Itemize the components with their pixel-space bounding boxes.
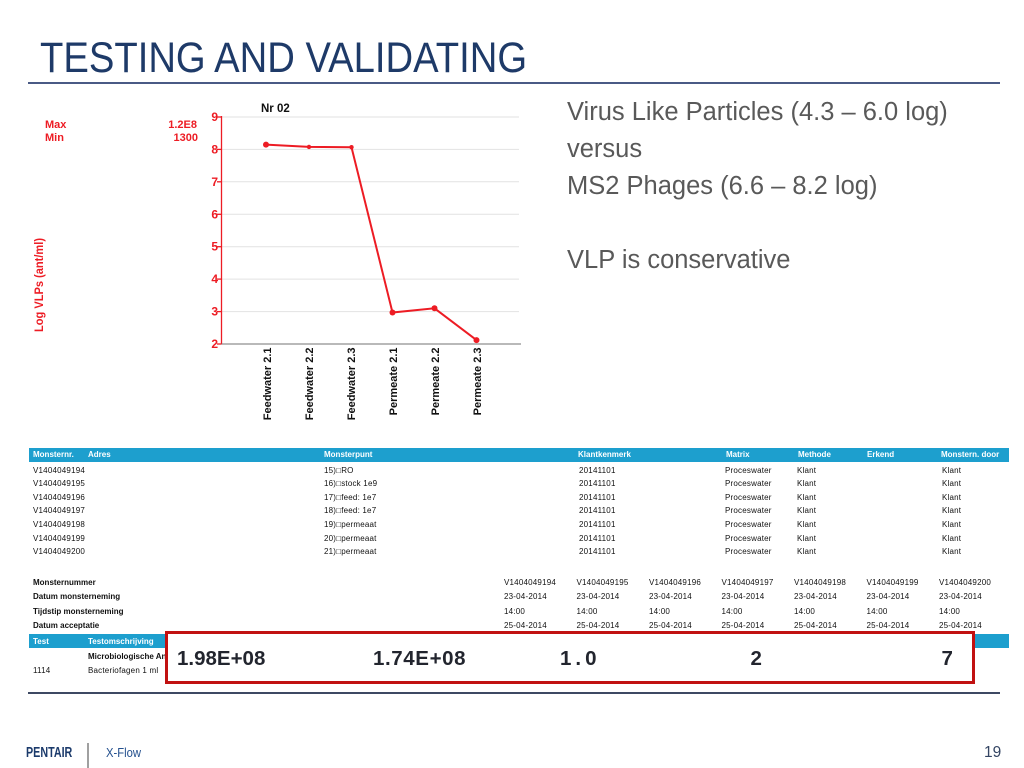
svg-text:Permeate 2.2: Permeate 2.2 xyxy=(430,348,442,416)
svg-text:4: 4 xyxy=(211,272,218,286)
svg-text:Feedwater 2.1: Feedwater 2.1 xyxy=(262,348,274,421)
svg-text:Feedwater 2.2: Feedwater 2.2 xyxy=(304,348,316,421)
svg-text:1300: 1300 xyxy=(174,132,198,144)
svg-text:8: 8 xyxy=(211,142,218,156)
svg-text:Permeate 2.1: Permeate 2.1 xyxy=(388,348,400,416)
svg-text:3: 3 xyxy=(211,305,218,319)
svg-text:Min: Min xyxy=(45,132,64,144)
svg-text:Permeate 2.3: Permeate 2.3 xyxy=(472,348,484,416)
svg-text:7: 7 xyxy=(211,175,218,189)
svg-text:Feedwater 2.3: Feedwater 2.3 xyxy=(346,348,358,421)
svg-text:1.2E8: 1.2E8 xyxy=(168,119,197,131)
svg-text:9: 9 xyxy=(211,110,218,124)
svg-text:5: 5 xyxy=(211,240,218,254)
svg-text:Nr 02: Nr 02 xyxy=(261,103,290,115)
svg-text:2: 2 xyxy=(211,337,218,351)
svg-text:Max: Max xyxy=(45,119,67,131)
svg-text:6: 6 xyxy=(211,207,218,221)
svg-text:Log VLPs (ant/ml): Log VLPs (ant/ml) xyxy=(32,238,46,332)
